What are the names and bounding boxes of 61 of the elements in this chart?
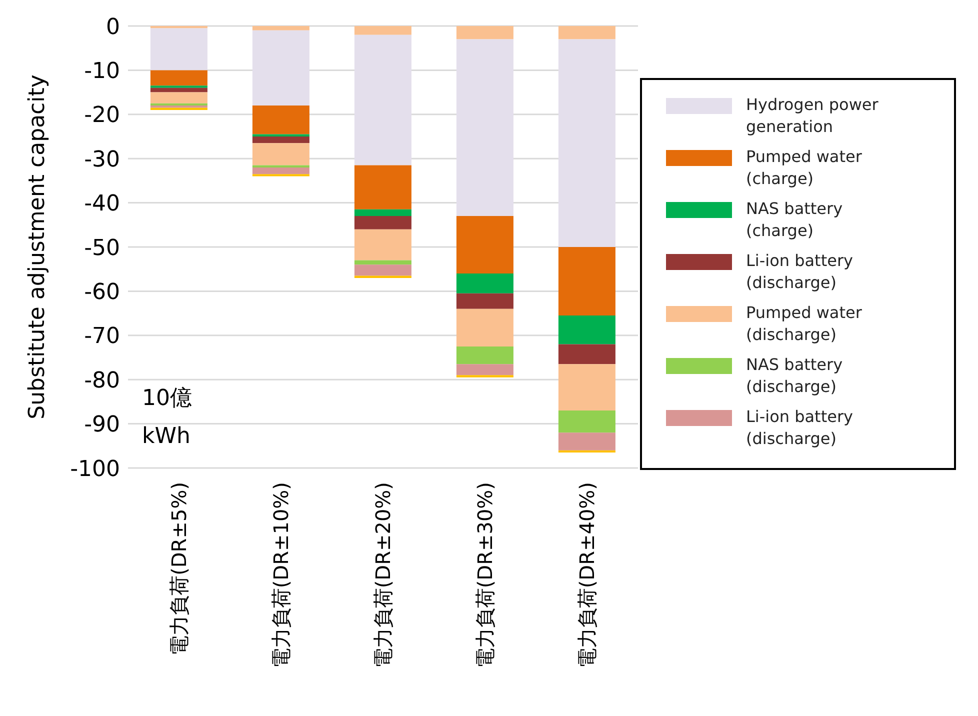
legend-label: Pumped water (discharge) [746,302,863,346]
bar [252,30,310,106]
x-tick-label: 電力負荷(DR±30%) [473,482,497,668]
y-tick-label: -100 [70,456,120,482]
legend-label: Li-ion battery (discharge) [746,250,854,294]
annotation: 10億 kWh [142,385,193,451]
bar [558,26,616,40]
bar [354,165,412,210]
legend-label: NAS battery (charge) [746,198,844,242]
bar [354,229,412,260]
x-tick-label: 電力負荷(DR±10%) [269,482,293,668]
y-tick-label: -70 [84,324,120,350]
bar [558,450,616,453]
bar [354,260,412,265]
y-tick-label: -80 [84,368,120,394]
legend-label: NAS battery (discharge) [746,354,844,398]
bar [150,88,208,92]
bar [150,70,208,86]
bar [558,410,616,433]
bar [456,39,514,216]
bar [252,106,310,134]
bar [558,247,616,316]
y-tick-label: -90 [84,412,120,438]
bar [456,364,514,376]
bar [558,316,616,344]
bar [150,28,208,70]
bar [252,136,310,144]
bar [354,216,412,230]
bar [354,26,412,35]
y-tick-label: 0 [106,14,120,40]
bar [456,216,514,274]
bar [558,364,616,411]
bar [456,308,514,346]
bar [456,26,514,40]
y-tick-label: -40 [84,192,120,217]
bar [456,293,514,309]
bar [354,34,412,166]
legend-label: Pumped water (charge) [746,146,863,190]
bar [558,344,616,364]
bar [456,274,514,294]
bar [354,264,412,276]
bar [252,26,310,30]
bar [252,143,310,166]
bar [456,346,514,364]
x-tick-label: 電力負荷(DR±40%) [575,482,599,668]
bar [150,103,208,106]
y-axis-title: Substitute adjustment capacity [24,74,50,420]
y-tick-label: -30 [84,147,120,172]
bar [558,39,616,247]
legend-label: Li-ion battery (discharge) [746,406,854,450]
bar [558,432,616,450]
bar [354,209,412,216]
bar [252,167,310,174]
x-tick-label: 電力負荷(DR±20%) [371,482,395,668]
x-tick-label: 電力負荷(DR±5%) [167,482,191,656]
y-tick-label: -50 [84,236,120,261]
y-tick-label: -60 [84,280,120,306]
y-tick-label: -20 [84,103,120,128]
bar [150,92,208,104]
y-tick-label: -10 [84,59,120,84]
legend-label: Hydrogen power generation [746,94,880,138]
